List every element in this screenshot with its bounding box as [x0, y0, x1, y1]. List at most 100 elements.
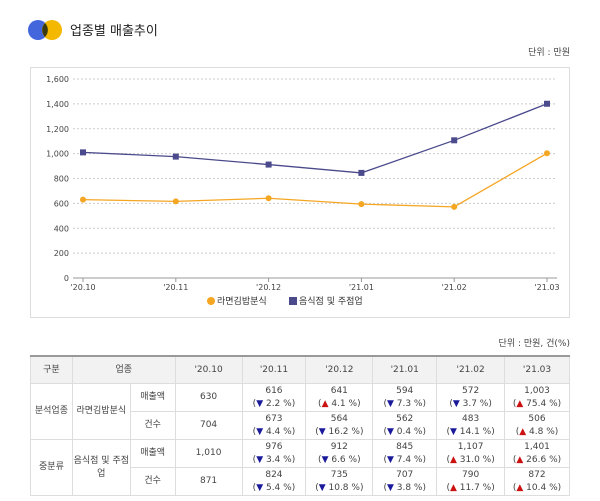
value-cell: 872 (▲ 10.4 %): [504, 467, 570, 496]
y-tick-label: 600: [54, 199, 69, 208]
table-header-row: 구분 업종 '20.10'20.11'20.12'21.01'21.02'21.03: [30, 355, 570, 384]
value-cell: 594 (▼ 7.3 %): [372, 383, 438, 412]
data-point[interactable]: [80, 149, 86, 156]
y-tick-label: 1,600: [46, 75, 69, 84]
down-triangle-icon: ▼: [449, 426, 457, 437]
column-header: 업종: [71, 355, 176, 384]
industry-cell: 라면김밥분식: [71, 383, 131, 440]
chart-container: 0 200 400 600 800 1,000 1,200 1,400 1,600 '20.10 '…: [30, 67, 570, 318]
up-triangle-icon: ▲: [321, 398, 329, 409]
value-cell: 824 (▼ 5.4 %): [241, 467, 307, 496]
down-triangle-icon: ▼: [386, 398, 394, 409]
up-triangle-icon: ▲: [449, 454, 457, 465]
metric-cell: 매출액: [129, 439, 176, 468]
x-tick-label: '20.11: [163, 283, 188, 292]
legend-marker: [289, 297, 297, 305]
table-row: 분석업종 라면김밥분식 매출액 630 616 (▼ 2.2 %) 641 (▲ 4.1 %)…: [30, 383, 570, 440]
table-row: 건수 871 824 (▼ 5.4 %) 735 (▼ 10.8 %) 707 (▼ 3.8 …: [31, 467, 570, 496]
data-point[interactable]: [358, 169, 365, 176]
data-point[interactable]: [172, 153, 179, 160]
down-triangle-icon: ▼: [256, 482, 264, 493]
data-point[interactable]: [451, 137, 458, 144]
column-header: '21.02: [436, 355, 506, 384]
value-cell: 1,401 (▲ 26.6 %): [504, 439, 570, 468]
value-cell: 483 (▼ 14.1 %): [436, 411, 506, 440]
value-cell: 790 (▲ 11.7 %): [436, 467, 506, 496]
column-header: '20.11: [241, 355, 307, 384]
x-tick-label: '21.03: [534, 283, 559, 292]
legend-marker: [207, 297, 215, 305]
down-triangle-icon: ▼: [386, 482, 394, 493]
data-point[interactable]: [265, 195, 272, 202]
legend-label[interactable]: 음식점 및 주점업: [299, 295, 363, 307]
data-point[interactable]: [544, 150, 550, 157]
x-tick-label: '20.10: [70, 283, 95, 292]
metric-cell: 건수: [129, 411, 176, 440]
page-title: 업종별 매출추이: [70, 24, 158, 39]
x-tick-label: '21.01: [349, 283, 374, 292]
value-cell: 616 (▼ 2.2 %): [241, 383, 307, 412]
y-tick-label: 1,400: [46, 100, 69, 109]
table-row: 중분류 음식점 및 주점업 매출액 1,010 976 (▼ 3.4 %) 912 (▼ 6.…: [30, 439, 570, 496]
value-cell: 506 (▲ 4.8 %): [504, 411, 570, 440]
line-chart: 0 200 400 600 800 1,000 1,200 1,400 1,600 '20.10 '…: [46, 75, 559, 307]
data-point[interactable]: [265, 161, 272, 168]
column-header: '21.01: [372, 355, 438, 384]
x-tick-label: '20.12: [256, 283, 281, 292]
up-triangle-icon: ▲: [519, 426, 527, 437]
down-triangle-icon: ▼: [386, 454, 394, 465]
base-value-cell: 704: [174, 411, 243, 440]
table-unit: 단위 : 만원, 건(%): [498, 339, 570, 349]
data-point[interactable]: [80, 196, 86, 203]
up-triangle-icon: ▲: [516, 398, 524, 409]
up-triangle-icon: ▲: [449, 482, 457, 493]
series-line: [82, 103, 548, 174]
column-header: '21.03: [504, 355, 570, 384]
y-tick-label: 800: [54, 175, 69, 184]
table-row: 건수 704 673 (▼ 4.4 %) 564 (▼ 16.2 %) 562 (▼ 0.4 …: [31, 411, 570, 440]
down-triangle-icon: ▼: [318, 482, 326, 493]
base-value-cell: 1,010: [174, 439, 243, 468]
up-triangle-icon: ▲: [516, 454, 524, 465]
y-tick-label: 1,000: [46, 150, 69, 159]
metric-cell: 건수: [129, 467, 176, 496]
column-header: '20.10: [174, 355, 243, 384]
down-triangle-icon: ▼: [386, 426, 394, 437]
y-tick-label: 0: [64, 274, 69, 283]
down-triangle-icon: ▼: [256, 426, 264, 437]
value-cell: 564 (▼ 16.2 %): [305, 411, 374, 440]
data-point[interactable]: [172, 198, 179, 205]
category-cell: 중분류: [30, 439, 73, 496]
value-cell: 1,107 (▲ 31.0 %): [436, 439, 506, 468]
x-tick-label: '21.02: [442, 283, 467, 292]
value-cell: 562 (▼ 0.4 %): [372, 411, 438, 440]
sales-table: 구분 업종 '20.10'20.11'20.12'21.01'21.02'21.03…: [30, 355, 570, 496]
value-cell: 572 (▼ 3.7 %): [436, 383, 506, 412]
value-cell: 912 (▼ 6.6 %): [305, 439, 374, 468]
base-value-cell: 871: [174, 467, 243, 496]
down-triangle-icon: ▼: [452, 398, 460, 409]
down-triangle-icon: ▼: [318, 426, 326, 437]
chart-unit: 단위 : 만원: [528, 48, 570, 58]
value-cell: 641 (▲ 4.1 %): [305, 383, 374, 412]
legend-label[interactable]: 라면김밥분식: [217, 295, 267, 307]
column-header: '20.12: [305, 355, 374, 384]
data-point[interactable]: [544, 100, 550, 107]
metric-cell: 매출액: [129, 383, 176, 412]
down-triangle-icon: ▼: [321, 454, 329, 465]
industry-cell: 음식점 및 주점업: [71, 439, 131, 496]
value-cell: 735 (▼ 10.8 %): [305, 467, 374, 496]
series-line: [82, 152, 548, 208]
down-triangle-icon: ▼: [256, 398, 264, 409]
value-cell: 845 (▼ 7.4 %): [372, 439, 438, 468]
data-point[interactable]: [358, 201, 365, 208]
down-triangle-icon: ▼: [256, 454, 264, 465]
data-point[interactable]: [451, 203, 458, 210]
value-cell: 707 (▼ 3.8 %): [372, 467, 438, 496]
y-tick-label: 1,200: [46, 125, 69, 134]
y-tick-label: 200: [54, 249, 69, 258]
column-header: 구분: [30, 355, 73, 384]
value-cell: 976 (▼ 3.4 %): [241, 439, 307, 468]
y-tick-label: 400: [54, 224, 69, 233]
base-value-cell: 630: [174, 383, 243, 412]
